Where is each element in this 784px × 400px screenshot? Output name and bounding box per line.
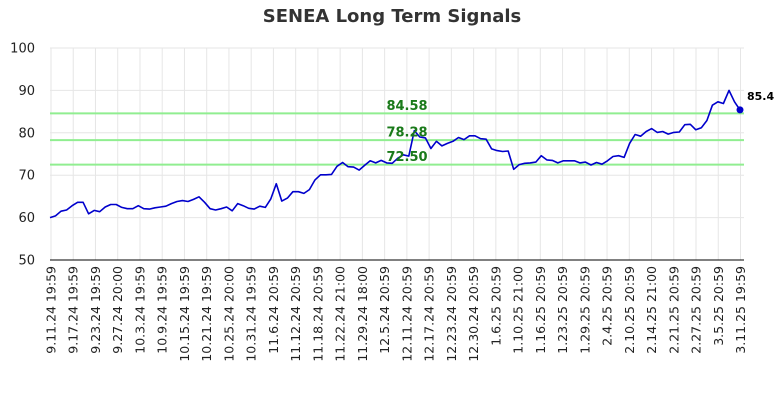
x-tick-label: 1.23.25 20:59 (555, 266, 570, 354)
x-tick-label: 1.6.25 20:59 (488, 266, 503, 346)
x-tick-label: 10.25.24 20:00 (221, 266, 236, 362)
signal-level-label: 78.28 (386, 126, 427, 141)
x-tick-label: 12.30.24 20:59 (466, 266, 481, 362)
x-tick-label: 12.11.24 20:59 (399, 266, 414, 362)
x-tick-label: 11.29.24 18:00 (355, 266, 370, 362)
labels: 84.58 78.28 72.50 85.4 (386, 90, 774, 165)
x-tick-label: 9.23.24 19:59 (88, 266, 103, 354)
y-tick-label: 80 (18, 126, 35, 141)
x-tick-label: 10.15.24 19:59 (177, 266, 192, 362)
x-tick-label: 10.3.24 19:59 (132, 266, 147, 354)
x-tick-label: 12.17.24 20:59 (422, 266, 437, 362)
y-tick-label: 50 (18, 254, 35, 269)
x-tick-label: 10.21.24 19:59 (199, 266, 214, 362)
x-tick-label: 9.27.24 20:00 (110, 266, 125, 354)
signal-levels (50, 112, 744, 166)
y-tick-label: 100 (10, 42, 35, 57)
last-value-marker (736, 106, 744, 114)
series-line (49, 89, 741, 219)
x-tick-label: 2.4.25 20:59 (600, 266, 615, 346)
x-tick-label: 1.16.25 20:59 (533, 266, 548, 354)
grid (50, 47, 744, 261)
x-tick-label: 2.21.25 20:59 (666, 266, 681, 354)
x-tick-label: 1.29.25 20:59 (577, 266, 592, 354)
x-tick-label: 11.22.24 21:00 (333, 266, 348, 362)
x-tick-label: 11.12.24 20:59 (288, 266, 303, 362)
y-tick-label: 70 (18, 169, 35, 184)
signal-level-label: 84.58 (386, 99, 427, 114)
x-tick-label: 12.5.24 20:59 (377, 266, 392, 354)
x-tick-label: 12.23.24 20:59 (444, 266, 459, 362)
x-tick-label: 3.5.25 20:59 (711, 266, 726, 346)
x-tick-label: 2.10.25 20:59 (622, 266, 637, 354)
last-value-label: 85.4 (747, 90, 774, 103)
chart-title: SENEA Long Term Signals (262, 6, 522, 27)
x-tick-label: 11.18.24 20:59 (310, 266, 325, 362)
signal-level-label: 72.50 (386, 150, 427, 165)
x-tick-label: 9.11.24 19:59 (44, 266, 59, 354)
x-tick-label: 2.27.25 20:59 (689, 266, 704, 354)
axes: 50 60 70 80 90 100 9.11.24 19:59 9.17.24 19:59 9… (10, 42, 748, 362)
x-tick-label: 10.9.24 19:59 (155, 266, 170, 354)
price-series (49, 89, 744, 219)
x-tick-label: 10.31.24 19:59 (244, 266, 259, 362)
x-tick-label: 11.6.24 20:59 (266, 266, 281, 354)
y-tick-label: 60 (18, 211, 35, 226)
x-tick-label: 9.17.24 19:59 (66, 266, 81, 354)
x-tick-label: 1.10.25 21:00 (511, 266, 526, 354)
x-tick-label: 3.11.25 19:59 (733, 266, 748, 354)
y-tick-label: 90 (18, 84, 35, 99)
x-tick-label: 2.14.25 21:00 (644, 266, 659, 354)
